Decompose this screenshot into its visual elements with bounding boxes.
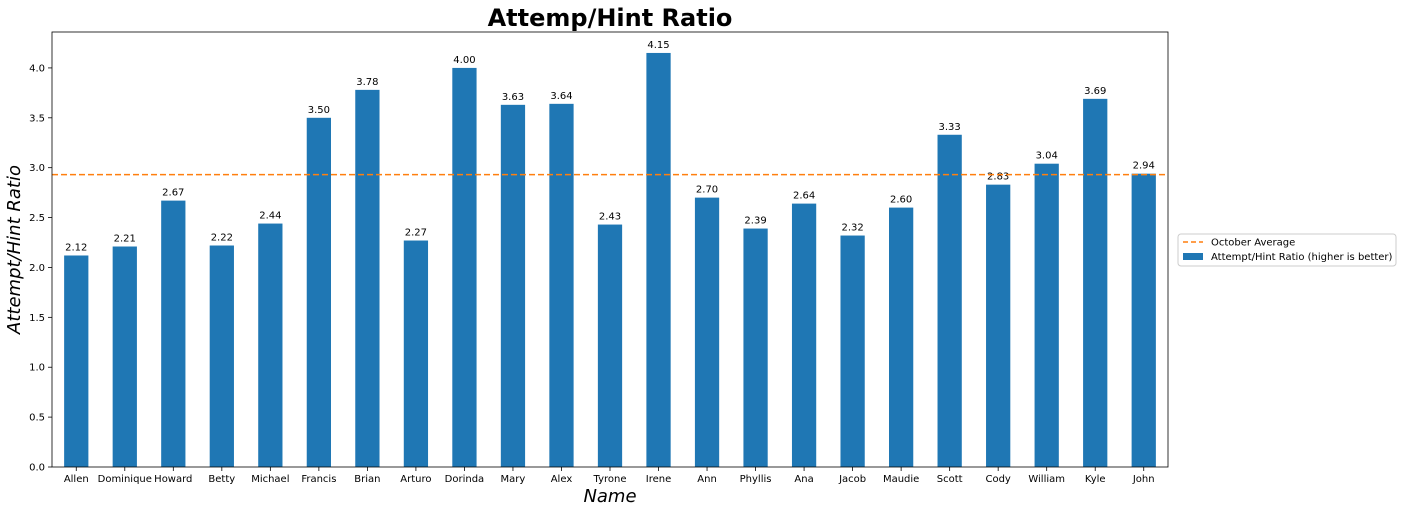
x-tick-label: Maudie [883,474,919,485]
legend-label-october-average: October Average [1211,238,1295,249]
data-label: 2.27 [405,228,427,239]
data-label: 3.78 [356,77,378,88]
x-tick-label: Cody [985,474,1010,485]
data-label: 2.60 [890,195,912,206]
x-tick-label: Tyrone [593,474,627,485]
data-label: 2.43 [599,212,621,223]
bar-arturo [403,240,429,467]
x-tick-label: William [1028,474,1065,485]
legend-box [1177,233,1397,267]
data-label: 3.50 [308,105,330,116]
data-label: 2.83 [987,172,1009,183]
bar-allen [64,255,89,467]
bar-dominique [112,246,137,467]
data-label: 2.70 [696,185,718,196]
data-label: 2.32 [841,223,863,234]
bar-irene [646,52,671,467]
x-tick-label: Scott [937,474,963,485]
x-tick-label: Jacob [838,474,866,485]
x-tick-label: Irene [646,474,671,485]
bar-francis [306,117,331,468]
plot-area: 2.12 Allen 2.21 Dominique 2.67 Howard 2.22 Bett… [29,31,1169,485]
bar-howard [161,200,186,468]
x-tick-label: Phyllis [740,474,772,485]
bar-mary [500,104,526,467]
data-label: 2.39 [744,216,766,227]
data-label: 2.67 [162,188,184,199]
plot-frame [51,31,1169,468]
x-tick-label: Alex [551,474,573,485]
y-tick-label: 1.5 [29,313,45,324]
y-tick-label: 3.0 [29,163,45,174]
x-tick-label: Ana [794,474,813,485]
data-label: 2.94 [1133,161,1155,172]
bar-kyle [1083,98,1108,468]
bar-william [1034,163,1059,467]
x-tick-label: Mary [501,474,526,485]
data-label: 3.04 [1036,151,1058,162]
bar-ann [694,197,720,467]
data-label: 4.15 [647,40,669,51]
y-axis-label: Attempt/Hint Ratio [4,165,25,335]
bar-jacob [840,235,865,467]
data-label: 3.69 [1084,86,1106,97]
y-tick-label: 4.0 [29,63,45,74]
bar-ana [791,203,817,467]
bar-brian [355,89,380,467]
x-tick-label: Howard [154,474,192,485]
y-tick-label: 0.0 [29,463,45,474]
y-tick-label: 0.5 [29,413,45,424]
data-label: 4.00 [453,55,475,66]
x-tick-label: Kyle [1085,474,1106,485]
x-tick-label: Brian [354,474,380,485]
bar-phyllis [743,228,768,467]
chart-title: Attemp/Hint Ratio [488,4,733,32]
bar-dorinda [452,67,477,468]
y-tick-label: 1.0 [29,363,45,374]
data-label: 3.63 [502,92,524,103]
y-tick-label: 2.5 [29,213,45,224]
legend: October Average Attempt/Hint Ratio (highe… [1177,233,1397,267]
bar-scott [937,134,962,467]
x-tick-label: Betty [208,474,235,485]
bar-betty [209,245,234,467]
x-tick-label: Ann [697,474,717,485]
data-label: 2.22 [211,233,233,244]
y-tick-label: 2.0 [29,263,45,274]
x-tick-label: Arturo [400,474,431,485]
legend-swatch-ratio [1183,253,1203,260]
data-label: 2.44 [259,211,281,222]
bar-alex [549,103,574,467]
bar-maudie [889,207,914,468]
data-label: 2.12 [65,242,87,253]
x-tick-label: Michael [251,474,289,485]
bar-michael [258,223,283,467]
data-label: 3.33 [939,122,961,133]
data-label: 2.21 [114,234,136,245]
bar-john [1131,173,1156,467]
x-tick-label: John [1132,474,1155,485]
x-tick-label: Dorinda [445,474,485,485]
x-tick-label: Francis [301,474,336,485]
data-label: 3.64 [550,91,572,102]
bar-tyrone [597,224,623,467]
x-tick-label: Allen [64,474,89,485]
y-tick-label: 3.5 [29,113,45,124]
data-label: 2.64 [793,191,815,202]
legend-label-ratio: Attempt/Hint Ratio (higher is better) [1211,252,1393,263]
bar-cody [986,184,1011,467]
x-tick-label: Dominique [98,474,152,485]
x-axis-label: Name [583,486,636,507]
